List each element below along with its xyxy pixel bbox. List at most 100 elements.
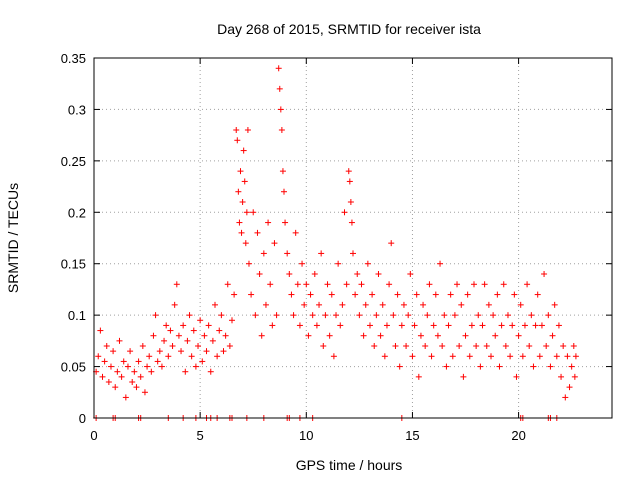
data-point <box>328 291 335 298</box>
data-point <box>394 291 401 298</box>
data-point <box>411 322 418 329</box>
data-point <box>234 137 241 144</box>
data-point <box>424 312 431 319</box>
y-tick-label: 0.25 <box>61 154 86 169</box>
data-point <box>309 312 316 319</box>
data-point <box>150 332 157 339</box>
y-tick-label: 0.2 <box>68 205 86 220</box>
data-point <box>311 271 318 277</box>
data-point <box>403 343 410 349</box>
x-tick-label: 20 <box>511 428 525 443</box>
data-point <box>146 353 153 360</box>
data-point <box>558 373 565 380</box>
data-point <box>545 312 552 319</box>
data-point <box>192 363 199 370</box>
data-point <box>267 281 274 288</box>
data-point <box>265 219 272 226</box>
data-point <box>241 178 248 185</box>
data-point <box>456 343 463 349</box>
data-point <box>566 384 573 391</box>
data-point <box>238 229 245 236</box>
data-point <box>388 240 395 247</box>
data-point <box>511 291 518 298</box>
data-point <box>405 312 412 319</box>
data-point <box>141 389 148 396</box>
data-point <box>139 343 146 349</box>
data-point <box>400 301 407 308</box>
data-point <box>509 322 516 329</box>
data-point <box>148 368 155 375</box>
data-point <box>528 312 535 319</box>
data-point <box>277 106 284 113</box>
data-point <box>458 301 465 308</box>
data-point <box>475 312 482 319</box>
data-point <box>294 281 301 288</box>
data-point <box>343 281 350 288</box>
data-point <box>178 348 185 355</box>
data-point <box>222 332 229 339</box>
y-tick-label: 0 <box>79 411 86 426</box>
data-point <box>377 332 384 339</box>
data-point <box>173 281 180 288</box>
data-point <box>284 250 291 257</box>
data-point <box>555 322 562 329</box>
data-point <box>205 322 212 329</box>
data-point <box>420 301 427 308</box>
data-point <box>118 373 125 380</box>
data-point <box>362 301 369 308</box>
data-point <box>428 353 435 360</box>
data-point <box>346 178 353 185</box>
y-axis-title: SRMTID / TECUs <box>5 183 21 293</box>
data-point <box>320 343 327 349</box>
data-point <box>129 379 136 385</box>
data-point <box>483 343 490 349</box>
data-point <box>498 322 505 329</box>
data-point <box>216 327 223 334</box>
data-point <box>379 301 386 308</box>
data-point <box>167 327 174 334</box>
data-point <box>477 363 484 370</box>
data-point <box>254 229 261 236</box>
data-point <box>364 260 371 267</box>
data-point <box>290 312 297 319</box>
data-point <box>296 322 303 329</box>
data-point <box>504 312 511 319</box>
data-point <box>571 373 578 380</box>
data-point <box>231 291 238 298</box>
data-point <box>237 168 244 175</box>
data-point <box>369 291 376 298</box>
x-axis-title: GPS time / hours <box>296 457 403 473</box>
data-point <box>318 250 325 257</box>
data-point <box>190 327 197 334</box>
data-point <box>339 301 346 308</box>
data-point <box>496 363 503 370</box>
data-point <box>154 358 161 365</box>
data-point <box>360 332 367 339</box>
data-point <box>434 332 441 339</box>
data-point <box>137 373 144 380</box>
axis-ticks <box>93 57 612 419</box>
data-point <box>381 353 388 360</box>
y-tick-label: 0.35 <box>61 51 86 66</box>
data-point <box>127 348 134 355</box>
y-tick-labels: 0 0.05 0.1 0.15 0.2 0.25 0.3 0.35 <box>61 51 86 426</box>
data-point <box>534 291 541 298</box>
data-point <box>426 281 433 288</box>
data-point <box>551 301 558 308</box>
data-point <box>454 281 461 288</box>
data-point <box>252 312 259 319</box>
data-point <box>278 127 285 133</box>
data-point <box>120 358 127 365</box>
data-point <box>163 322 170 329</box>
chart-title: Day 268 of 2015, SRMTID for receiver ist… <box>217 21 481 37</box>
x-tick-label: 0 <box>90 428 97 443</box>
data-point <box>515 332 522 339</box>
data-point <box>517 301 524 308</box>
data-point <box>110 348 117 355</box>
data-point <box>144 363 151 370</box>
data-point <box>224 281 231 288</box>
data-point <box>373 312 380 319</box>
data-point <box>240 147 247 154</box>
data-point <box>161 337 168 344</box>
data-point <box>492 332 499 339</box>
